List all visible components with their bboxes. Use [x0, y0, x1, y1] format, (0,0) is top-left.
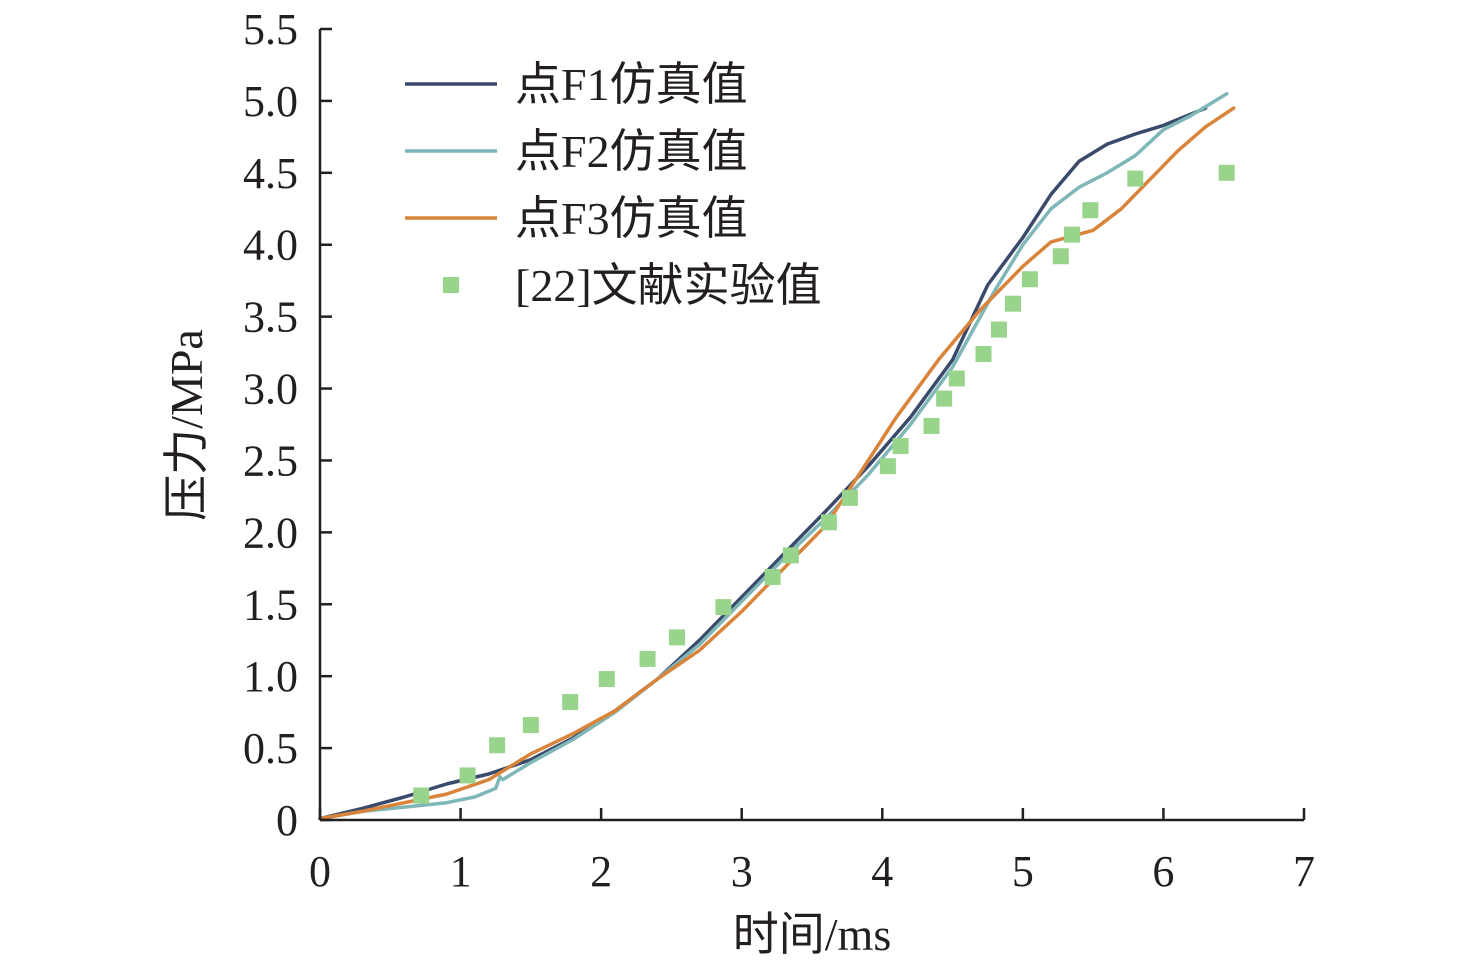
axes: 0 0.5 1.0 1.5 2.0 2.5 3.0 3.5 4.0 4.5 5.0 5.5 0 1 2 3 4 5…	[243, 5, 1315, 896]
x-tick-label: 6	[1152, 847, 1174, 896]
y-tick-label: 5.5	[243, 5, 298, 54]
series-line-1	[318, 106, 1208, 821]
series-points-4	[413, 164, 1235, 804]
data-point	[936, 390, 953, 407]
data-point	[1082, 202, 1099, 219]
data-point	[975, 346, 992, 363]
y-tick-label: 1.5	[243, 580, 298, 629]
legend-swatch-4	[443, 277, 459, 293]
data-point	[1052, 248, 1069, 265]
x-tick-label: 0	[309, 847, 331, 896]
x-tick-label: 1	[450, 847, 472, 896]
data-point	[598, 671, 615, 688]
data-point	[562, 694, 579, 711]
data-point	[782, 547, 799, 564]
x-tick-label: 5	[1012, 847, 1034, 896]
data-point	[489, 737, 506, 754]
data-point	[1127, 170, 1144, 187]
data-point	[715, 599, 732, 616]
y-tick-label: 2.5	[243, 436, 298, 485]
data-point	[879, 458, 896, 475]
x-tick-label: 2	[590, 847, 612, 896]
data-point	[669, 629, 686, 646]
data-point	[1005, 295, 1022, 312]
x-tick-label: 4	[871, 847, 893, 896]
data-point	[948, 370, 965, 387]
legend-label-1: 点F1仿真值	[515, 59, 748, 110]
data-point	[841, 489, 858, 506]
data-point	[923, 417, 940, 434]
y-tick-label: 4.0	[243, 221, 298, 270]
data-point	[764, 568, 781, 585]
y-tick-label: 0	[276, 796, 298, 845]
series-line-2	[318, 91, 1229, 821]
data-point	[990, 321, 1007, 338]
data-point	[459, 767, 476, 784]
data-point	[1021, 271, 1038, 288]
x-tick-label: 7	[1293, 847, 1315, 896]
data-point	[892, 438, 909, 455]
data-point	[1218, 164, 1235, 181]
legend-label-3: 点F3仿真值	[515, 193, 748, 244]
x-axis-title: 时间/ms	[733, 909, 891, 960]
x-tick-label: 3	[731, 847, 753, 896]
data-point	[1064, 226, 1081, 243]
y-tick-label: 4.5	[243, 149, 298, 198]
data-point	[820, 514, 837, 531]
y-tick-label: 0.5	[243, 724, 298, 773]
data-point	[413, 787, 430, 804]
plot-area	[318, 91, 1236, 821]
y-tick-label: 5.0	[243, 77, 298, 126]
data-point	[522, 717, 539, 734]
data-point	[639, 650, 656, 667]
y-tick-label: 3.5	[243, 293, 298, 342]
legend-label-4: [22]文献实验值	[515, 260, 822, 311]
legend-label-2: 点F2仿真值	[515, 126, 748, 177]
y-tick-label: 3.0	[243, 365, 298, 414]
y-tick-label: 2.0	[243, 508, 298, 557]
y-axis-title: 压力/MPa	[161, 329, 212, 521]
y-tick-label: 1.0	[243, 652, 298, 701]
